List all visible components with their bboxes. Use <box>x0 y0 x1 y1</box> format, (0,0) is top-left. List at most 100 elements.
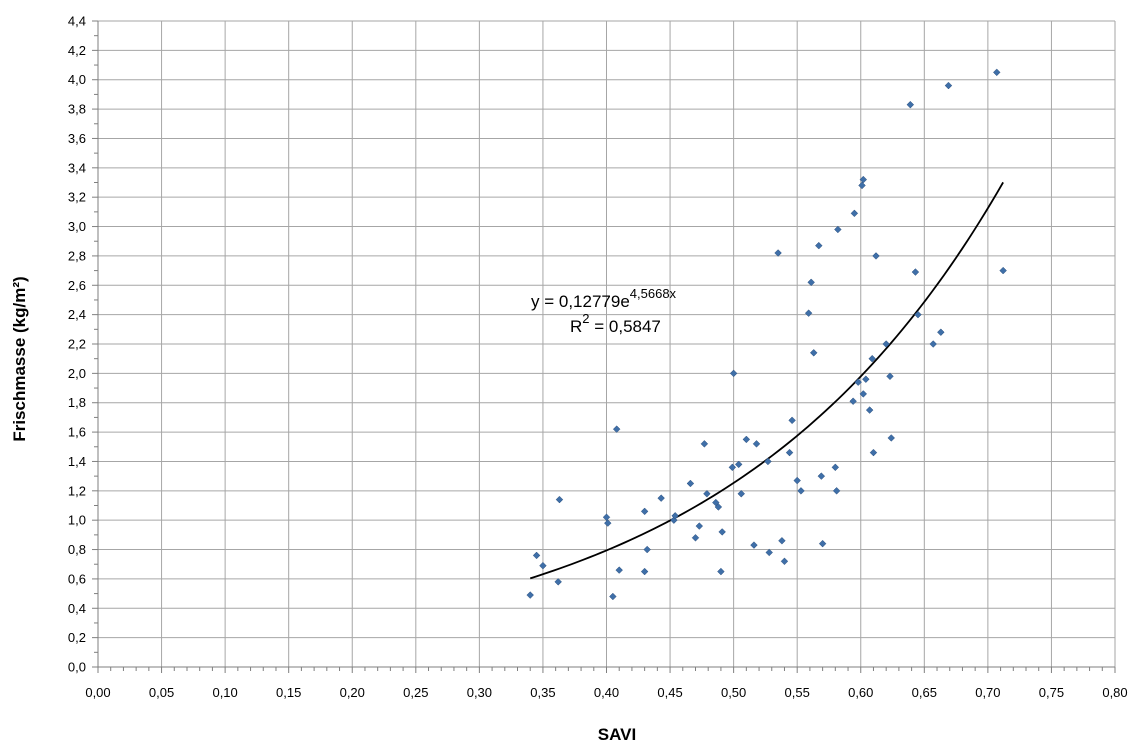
data-point <box>831 463 840 472</box>
tick-label-layer: 0,00 0,05 0,10 0,15 0,20 0,25 0,30 0,35 0,40 0,45… <box>68 14 1128 701</box>
x-tick-label: 0,30 <box>467 685 492 700</box>
r2-superscript: 2 <box>582 311 589 326</box>
data-point <box>859 390 868 398</box>
x-tick-label: 0,20 <box>340 685 365 700</box>
data-point <box>737 490 746 498</box>
data-point <box>859 175 868 184</box>
data-point <box>554 578 562 586</box>
data-point <box>686 479 695 488</box>
x-tick-label: 0,10 <box>212 685 237 700</box>
data-point <box>778 536 786 545</box>
y-tick-label: 1,4 <box>68 454 86 469</box>
data-point <box>999 266 1007 275</box>
data-point <box>785 448 794 457</box>
x-tick-label: 0,25 <box>403 685 428 700</box>
data-point <box>643 545 651 554</box>
data-point <box>657 494 665 502</box>
x-tick-label: 0,65 <box>912 685 937 700</box>
data-point <box>695 522 704 530</box>
y-tick-label: 2,4 <box>68 307 86 322</box>
data-point <box>858 181 866 190</box>
y-tick-label: 1,0 <box>68 513 86 528</box>
data-point <box>815 241 823 250</box>
x-tick-label: 0,80 <box>1102 685 1127 700</box>
data-point <box>886 372 894 381</box>
data-point <box>532 551 541 560</box>
y-tick-label: 1,8 <box>68 395 86 410</box>
data-point <box>868 354 876 363</box>
data-point <box>887 434 896 442</box>
data-point <box>804 309 813 317</box>
y-axis-title: Frischmasse (kg/m²) <box>10 276 29 441</box>
r2-value: = 0,5847 <box>590 317 661 336</box>
data-point <box>604 519 612 527</box>
data-point <box>764 457 772 466</box>
data-point <box>640 567 649 576</box>
y-tick-label: 3,4 <box>68 160 86 175</box>
y-tick-label: 4,4 <box>68 14 86 29</box>
data-point <box>944 81 953 90</box>
data-point <box>612 425 621 433</box>
y-tick-label: 0,4 <box>68 601 86 616</box>
data-point <box>793 476 801 485</box>
y-tick-label: 4,2 <box>68 43 86 58</box>
data-point <box>993 68 1001 77</box>
y-tick-label: 0,0 <box>68 660 86 675</box>
data-point-layer <box>526 68 1007 601</box>
data-point <box>832 487 841 495</box>
axis-layer <box>92 20 1116 673</box>
data-point <box>640 507 649 516</box>
x-axis-title: SAVI <box>598 725 636 744</box>
y-tick-label: 3,8 <box>68 102 86 117</box>
r2-main: R <box>570 317 582 336</box>
data-point <box>869 448 878 457</box>
data-point <box>937 328 945 337</box>
trendline <box>529 181 1004 580</box>
r-squared-label: R2 = 0,5847 <box>570 311 661 336</box>
y-tick-label: 0,6 <box>68 571 86 586</box>
data-point <box>752 440 761 448</box>
data-point <box>602 513 611 521</box>
data-point <box>872 252 880 260</box>
data-point <box>882 340 890 348</box>
data-point <box>700 440 709 448</box>
x-tick-label: 0,60 <box>848 685 873 700</box>
data-point <box>818 539 827 548</box>
data-point <box>555 495 564 504</box>
data-point <box>850 209 859 218</box>
x-tick-label: 0,70 <box>975 685 1000 700</box>
y-tick-label: 4,0 <box>68 72 86 87</box>
data-point <box>765 548 773 557</box>
data-point <box>691 534 700 542</box>
data-point <box>718 528 726 536</box>
data-point <box>809 349 818 357</box>
x-tick-label: 0,45 <box>657 685 682 700</box>
data-point <box>615 566 623 574</box>
data-point <box>714 503 723 511</box>
data-point <box>734 460 743 469</box>
trendline-equation: y = 0,12779e4,5668x <box>531 286 677 311</box>
y-tick-label: 2,6 <box>68 278 86 293</box>
y-tick-label: 2,2 <box>68 337 86 352</box>
data-point <box>788 416 796 425</box>
data-point <box>717 567 725 576</box>
data-point <box>807 278 815 287</box>
data-point <box>865 406 874 414</box>
data-point <box>797 487 805 495</box>
data-point <box>911 268 920 276</box>
data-point <box>929 340 937 348</box>
grid-layer <box>97 20 1116 668</box>
trendline-layer <box>529 181 1004 580</box>
y-tick-label: 0,8 <box>68 542 86 557</box>
data-point <box>742 435 751 444</box>
data-point <box>834 225 842 234</box>
data-point <box>526 591 534 599</box>
data-point <box>780 557 789 566</box>
equation-main: y = 0,12779e <box>531 292 630 311</box>
x-tick-label: 0,15 <box>276 685 301 700</box>
x-tick-label: 0,00 <box>85 685 110 700</box>
data-point <box>609 592 617 601</box>
y-tick-label: 3,6 <box>68 131 86 146</box>
